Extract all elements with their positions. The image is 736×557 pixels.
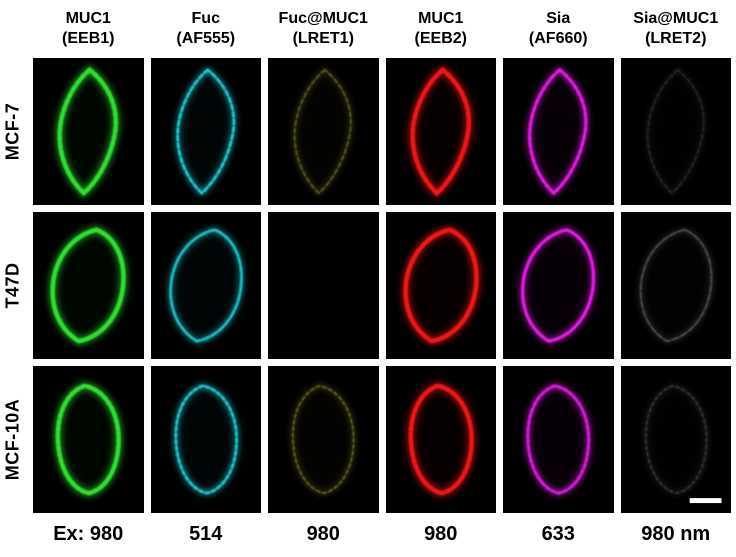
micrograph-panel — [150, 366, 261, 513]
column-header-sia-muc1-lret2: Sia@MUC1 (LRET2) — [621, 5, 732, 51]
column-header-sia-af660: Sia (AF660) — [503, 5, 614, 51]
cell-micrograph — [620, 366, 731, 513]
micrograph-panel — [150, 212, 261, 359]
micrograph-panel — [385, 366, 496, 513]
cell-micrograph — [385, 58, 496, 205]
micrograph-panel — [268, 212, 379, 359]
excitation-label: 980 — [306, 523, 340, 545]
excitation-label: 633 — [541, 523, 575, 545]
micrograph-panel — [620, 58, 731, 205]
column-header-line1: Fuc — [191, 10, 220, 27]
row-label-mcf7: MCF-7 — [0, 58, 26, 205]
column-header-muc1-eeb2: MUC1 (EEB2) — [386, 5, 497, 51]
column-header-line2: (AF660) — [528, 30, 588, 47]
micrograph-panel — [620, 212, 731, 359]
micrograph-panel — [268, 366, 379, 513]
cell-micrograph — [503, 58, 614, 205]
column-header-muc1-eeb1: MUC1 (EEB1) — [33, 5, 144, 51]
excitation-label: 514 — [189, 523, 223, 545]
cell-micrograph — [503, 212, 614, 359]
column-header-line1: Sia@MUC1 — [633, 10, 719, 27]
row-label-t47d: T47D — [0, 212, 26, 359]
cell-micrograph — [150, 212, 261, 359]
micrograph-panel — [33, 58, 144, 205]
row-label-mcf10a: MCF-10A — [0, 366, 26, 513]
micrograph-panel — [503, 212, 614, 359]
micrograph-panel — [385, 212, 496, 359]
cell-micrograph — [33, 212, 144, 359]
cell-micrograph — [268, 212, 379, 359]
row-label-text: MCF-7 — [2, 102, 23, 161]
micrograph-panel — [150, 58, 261, 205]
cell-micrograph — [385, 366, 496, 513]
row-label-text: T47D — [2, 262, 23, 309]
cell-micrograph — [503, 366, 614, 513]
cell-micrograph — [620, 58, 731, 205]
column-header-line1: MUC1 — [418, 10, 464, 27]
column-header-line2: (LRET1) — [292, 30, 354, 47]
micrograph-panel — [385, 58, 496, 205]
column-header-line2: (EEB2) — [414, 30, 467, 47]
cell-micrograph — [385, 212, 496, 359]
cell-micrograph — [150, 366, 261, 513]
corner-spacer — [0, 5, 26, 51]
column-header-line2: (LRET2) — [645, 30, 707, 47]
column-header-fuc-muc1-lret1: Fuc@MUC1 (LRET1) — [268, 5, 379, 51]
micrograph-panel — [620, 366, 731, 513]
column-header-line2: (AF555) — [176, 30, 236, 47]
column-header-fuc-af555: Fuc (AF555) — [151, 5, 262, 51]
micrograph-panel — [503, 58, 614, 205]
excitation-label: 980 — [424, 523, 458, 545]
column-header-line1: Fuc@MUC1 — [278, 10, 368, 27]
micrograph-panel — [503, 366, 614, 513]
column-header-line1: Sia — [546, 10, 571, 27]
row-label-text: MCF-10A — [2, 398, 23, 481]
micrograph-panel — [268, 58, 379, 205]
cell-micrograph — [620, 212, 731, 359]
micrograph-panel — [33, 366, 144, 513]
cell-micrograph — [33, 58, 144, 205]
cell-micrograph — [268, 58, 379, 205]
cell-micrograph — [33, 366, 144, 513]
cell-micrograph — [150, 58, 261, 205]
scale-bar — [689, 498, 722, 504]
column-header-line1: MUC1 — [65, 10, 111, 27]
excitation-label: Ex: 980 — [53, 523, 124, 545]
cell-micrograph — [268, 366, 379, 513]
excitation-label: 980 nm — [641, 523, 711, 545]
column-header-line2: (EEB1) — [62, 30, 115, 47]
footer-spacer — [0, 520, 26, 550]
micrograph-panel — [33, 212, 144, 359]
